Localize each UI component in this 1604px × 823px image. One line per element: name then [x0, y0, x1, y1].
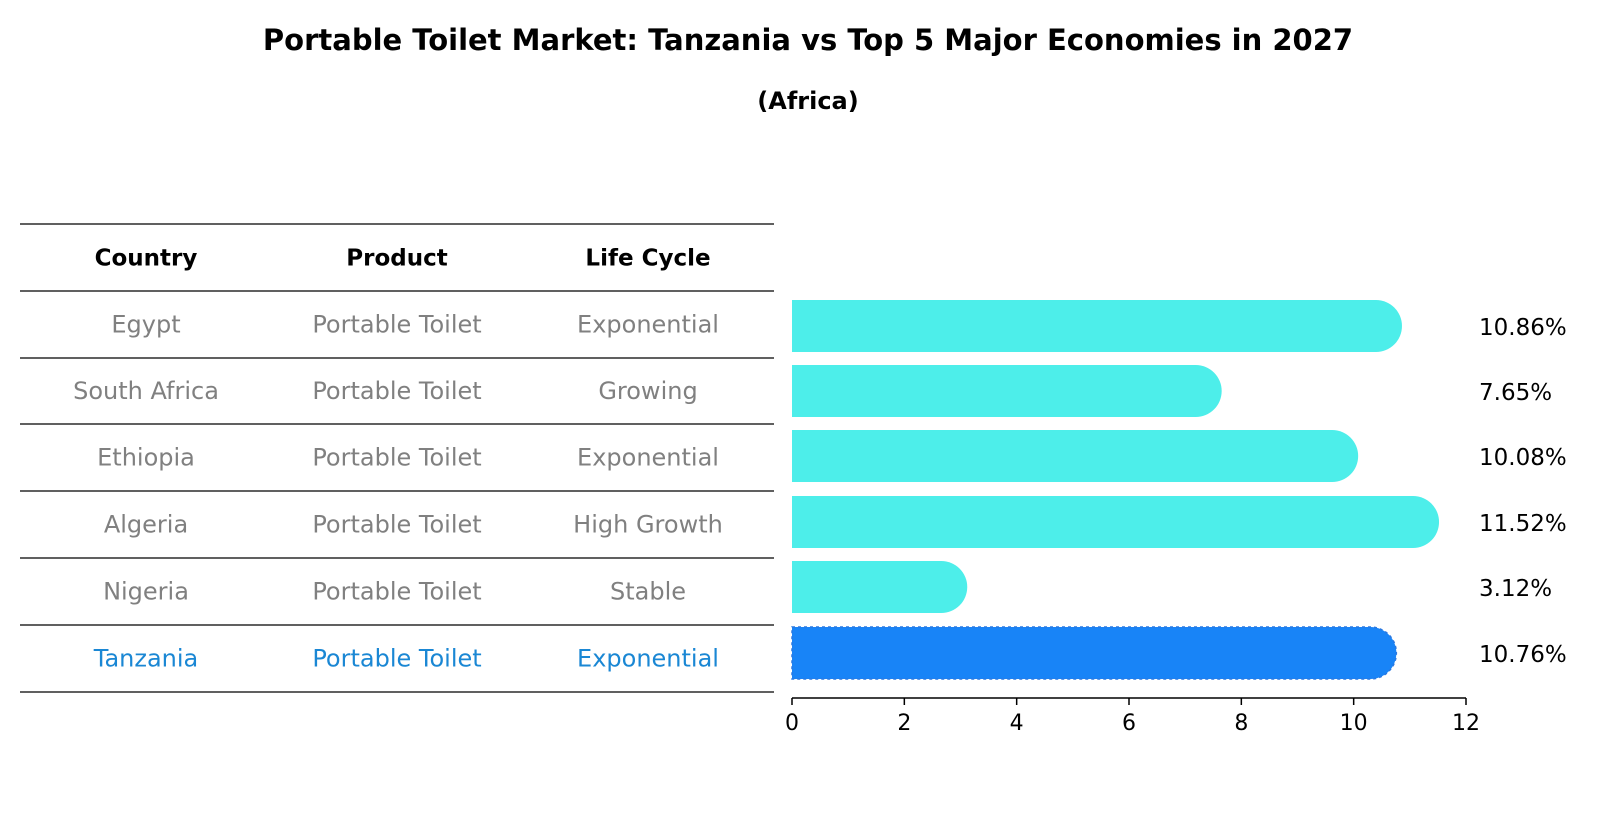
x-tick-label: 0	[785, 711, 799, 736]
bar-value-label: 10.86%	[1479, 315, 1567, 341]
bar-value-label: 11.52%	[1479, 511, 1567, 537]
table-cell-product: Portable Toilet	[312, 311, 481, 339]
bar-value-label: 10.08%	[1479, 445, 1567, 471]
table-cell-product: Portable Toilet	[312, 444, 481, 472]
table-header-cell: Product	[346, 246, 447, 272]
x-tick-label: 2	[897, 711, 911, 736]
x-tick-label: 6	[1122, 711, 1136, 736]
x-tick-label: 4	[1010, 711, 1024, 736]
bar	[792, 430, 1359, 482]
table-cell-country: Egypt	[111, 311, 180, 339]
bar-value-label: 7.65%	[1479, 380, 1552, 406]
bar	[792, 561, 968, 613]
chart-title: Portable Toilet Market: Tanzania vs Top …	[263, 23, 1353, 57]
table-cell-country: Algeria	[104, 511, 188, 539]
bar	[792, 365, 1222, 417]
data-table: Country Product Life Cycle Egypt Portable To…	[20, 223, 774, 693]
table-cell-life-cycle: Exponential	[577, 645, 719, 673]
bar-highlight-outline	[791, 626, 1398, 680]
bar	[792, 496, 1440, 548]
x-axis: 0 2 4 6 8 10 12	[785, 697, 1480, 736]
table-cell-life-cycle: Growing	[598, 377, 697, 405]
bar-series: 10.86% 7.65% 10.08% 11.52% 3.12% 10.76%	[791, 300, 1567, 680]
table-cell-product: Portable Toilet	[312, 377, 481, 405]
bar	[792, 300, 1402, 352]
x-tick-label: 12	[1452, 711, 1480, 736]
table-header-cell: Country	[95, 246, 198, 272]
table-cell-product: Portable Toilet	[312, 645, 481, 673]
table-cell-product: Portable Toilet	[312, 511, 481, 539]
table-cell-life-cycle: Exponential	[577, 444, 719, 472]
table-cell-life-cycle: High Growth	[573, 511, 723, 539]
table-cell-country: South Africa	[73, 377, 219, 405]
table-cell-life-cycle: Stable	[610, 578, 686, 606]
table-cell-country: Nigeria	[103, 578, 189, 606]
bar-value-label: 3.12%	[1479, 576, 1552, 602]
bar-highlight	[792, 627, 1397, 679]
table-header-cell: Life Cycle	[585, 246, 710, 272]
x-tick-label: 10	[1340, 711, 1368, 736]
table-cell-life-cycle: Exponential	[577, 311, 719, 339]
table-cell-country: Ethiopia	[97, 444, 195, 472]
table-cell-country: Tanzania	[93, 645, 199, 673]
table-cell-product: Portable Toilet	[312, 578, 481, 606]
x-tick-label: 8	[1234, 711, 1248, 736]
chart-subtitle: (Africa)	[757, 87, 858, 115]
bar-value-label: 10.76%	[1479, 642, 1567, 668]
